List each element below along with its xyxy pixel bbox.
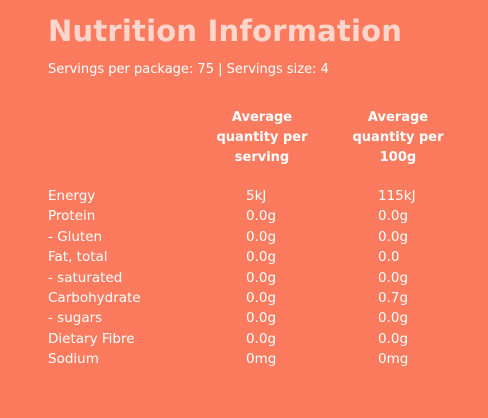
nutrient-name: Energy [48, 188, 96, 204]
nutrient-name: - saturated [48, 269, 123, 286]
page-title: Nutrition Information [48, 14, 403, 48]
per-100g-value: 0.0g [378, 228, 409, 245]
per-serving-value: 0.0g [246, 330, 277, 347]
per-serving-value: 0.0g [246, 269, 277, 286]
column-header-line: 100g [379, 150, 417, 165]
nutrient-name: Carbohydrate [48, 289, 141, 306]
per-100g-value: 0.0 [378, 249, 400, 266]
table-row: Sodium 0mg 0mg [48, 349, 468, 369]
column-header-line: Average [367, 110, 429, 125]
per-100g-value: 0.0g [378, 208, 409, 225]
per-serving-value: 0.0g [246, 289, 277, 306]
column-header-line: quantity per [216, 130, 308, 145]
nutrition-table: Energy 5kJ 115kJ Protein 0.0g 0.0g - Glu… [48, 186, 468, 370]
per-100g-value: 0.0g [378, 330, 409, 347]
table-row: - saturated 0.0g 0.0g [48, 268, 468, 288]
table-row: Fat, total 0.0g 0.0 [48, 247, 468, 267]
table-row: Energy 5kJ 115kJ [48, 186, 468, 206]
table-row: - sugars 0.0g 0.0g [48, 308, 468, 328]
column-header-line: quantity per [352, 130, 444, 145]
per-100g-value: 0.0g [378, 269, 409, 286]
table-row: Protein 0.0g 0.0g [48, 206, 468, 226]
table-row: Dietary Fibre 0.0g 0.0g [48, 329, 468, 349]
nutrient-name: - Gluten [48, 228, 103, 245]
nutrient-name: - sugars [48, 310, 103, 327]
per-100g-value: 0mg [378, 351, 409, 368]
nutrient-name: Protein [48, 208, 96, 225]
per-100g-value: 0.7g [378, 289, 409, 306]
column-header-per-serving: Average quantity per serving [202, 108, 322, 168]
column-header-line: Average [231, 110, 293, 125]
table-row: Carbohydrate 0.0g 0.7g [48, 288, 468, 308]
per-serving-value: 0.0g [246, 208, 277, 225]
table-row: - Gluten 0.0g 0.0g [48, 227, 468, 247]
servings-info: Servings per package: 75 | Servings size… [48, 62, 329, 77]
column-header-line: serving [234, 150, 290, 165]
per-serving-value: 0.0g [246, 310, 277, 327]
nutrient-name: Sodium [48, 351, 99, 368]
per-serving-value: 0mg [246, 351, 277, 368]
per-100g-value: 115kJ [378, 188, 416, 204]
per-serving-value: 5kJ [246, 188, 267, 204]
per-serving-value: 0.0g [246, 228, 277, 245]
column-header-per-100g: Average quantity per 100g [338, 108, 458, 168]
nutrient-name: Fat, total [48, 249, 108, 266]
per-serving-value: 0.0g [246, 249, 277, 266]
nutrient-name: Dietary Fibre [48, 330, 135, 347]
per-100g-value: 0.0g [378, 310, 409, 327]
